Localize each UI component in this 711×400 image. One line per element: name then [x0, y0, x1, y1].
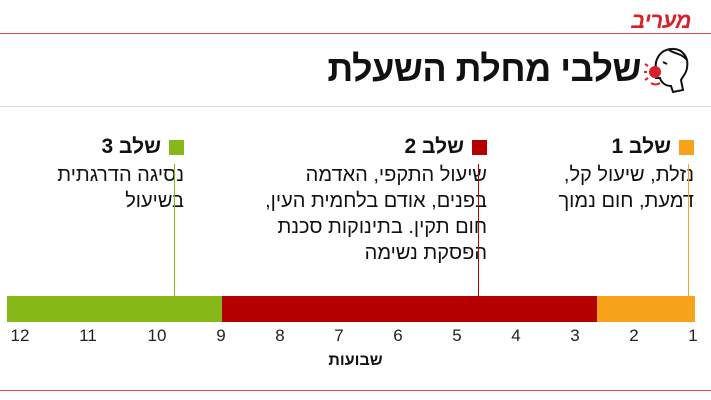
stage-3-line: בשיעול — [125, 190, 184, 212]
stage-3-block: שלב 3 נסיגה הדרגתית בשיעול — [57, 136, 184, 214]
week-tick: 12 — [10, 326, 30, 345]
week-tick: 7 — [334, 326, 344, 345]
week-tick: 11 — [79, 326, 97, 345]
stage-1-description: נזלת, שיעול קל, דמעת, חום נמוך — [559, 162, 695, 214]
stage-1-connector — [688, 164, 689, 296]
stage-3-description: נסיגה הדרגתית בשיעול — [57, 162, 184, 214]
week-tick: 10 — [147, 326, 167, 345]
stage-2-line: חום תקין. בתינוקות סכנת — [277, 216, 487, 238]
stage-3-connector — [174, 164, 175, 296]
stage-2-label: שלב 2 — [404, 135, 464, 158]
timeline-segment-1 — [597, 296, 695, 322]
stage-1-block: שלב 1 נזלת, שיעול קל, דמעת, חום נמוך — [559, 135, 695, 214]
stage-3-label: שלב 3 — [101, 135, 161, 158]
week-tick: 9 — [216, 326, 226, 345]
week-axis: 1 2 3 4 5 6 7 8 9 10 11 12 — [0, 326, 711, 348]
axis-label: שבועות — [328, 352, 383, 369]
stage-3-swatch — [169, 139, 184, 155]
stage-2-line: בפנים, אודם בלחמית העין, — [265, 190, 487, 212]
stage-2-block: שלב 2 שיעול התקפי, האדמה בפנים, אודם בלח… — [265, 136, 487, 266]
week-tick: 6 — [393, 326, 403, 345]
logo: מעריב — [631, 8, 691, 33]
section-divider — [0, 106, 711, 107]
stage-2-line: הפסקת נשימה — [364, 242, 487, 264]
stage-1-line: דמעת, חום נמוך — [558, 190, 695, 212]
stage-1-label: שלב 1 — [611, 135, 671, 158]
stage-1-line: נזלת, שיעול קל, — [563, 164, 694, 186]
top-divider — [0, 33, 711, 34]
timeline-segment-3 — [7, 296, 222, 322]
week-tick: 1 — [688, 326, 698, 345]
stage-2-line: שיעול התקפי, האדמה — [305, 164, 487, 186]
week-tick: 8 — [275, 326, 285, 345]
week-tick: 3 — [570, 326, 580, 345]
week-tick: 2 — [629, 326, 639, 345]
stage-2-swatch — [472, 139, 487, 155]
week-tick: 5 — [452, 326, 462, 345]
timeline-segment-2 — [222, 296, 597, 322]
coughing-person-icon — [644, 47, 689, 94]
stage-3-line: נסיגה הדרגתית — [57, 164, 184, 186]
stage-2-connector — [478, 164, 479, 296]
page-title: שלבי מחלת השעלת — [327, 48, 641, 89]
bottom-divider — [0, 390, 711, 391]
week-tick: 4 — [511, 326, 521, 345]
stage-1-swatch — [679, 139, 694, 155]
stage-2-description: שיעול התקפי, האדמה בפנים, אודם בלחמית הע… — [265, 162, 487, 266]
